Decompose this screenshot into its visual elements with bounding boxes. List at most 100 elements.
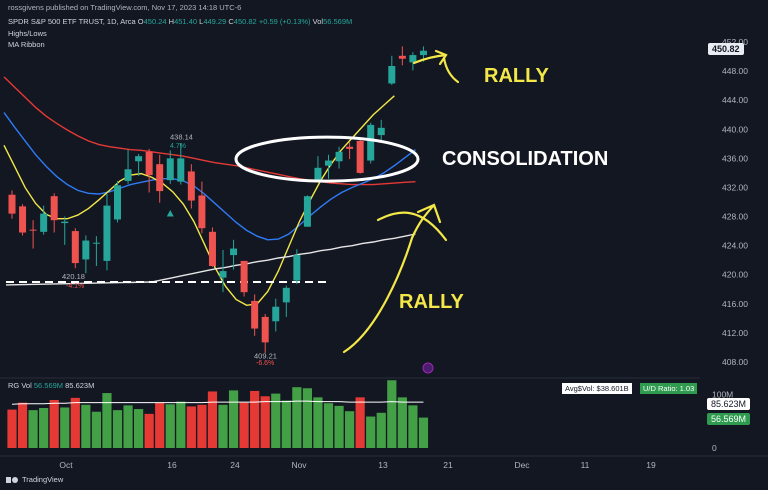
- ohlc-c: 450.82: [233, 17, 257, 26]
- volume-bar: [155, 402, 165, 448]
- ohlc-c-label: C: [228, 17, 234, 26]
- candle-body: [314, 167, 322, 180]
- candle-body: [303, 196, 311, 227]
- ohlc-change: +0.59 (+0.13%): [258, 17, 311, 26]
- volume-bar: [228, 390, 239, 448]
- ohlc-o-label: O: [137, 17, 144, 26]
- volume-bar: [197, 404, 207, 448]
- indicator-highs-lows[interactable]: Highs/Lows: [8, 29, 47, 38]
- volume-panel-avg: 85.623M: [65, 381, 95, 390]
- volume-axis-label: 0: [712, 443, 717, 453]
- x-tick-label: Nov: [291, 460, 307, 470]
- candle-body: [135, 156, 143, 162]
- y-tick-label: 424.00: [722, 241, 748, 251]
- candle-body: [419, 50, 427, 56]
- candle-body: [19, 206, 27, 233]
- rally-top-annotation: RALLY: [484, 65, 549, 87]
- candle-body: [335, 151, 343, 162]
- publisher-line: rossgivens published on TradingView.com,…: [8, 3, 242, 12]
- volume-bar: [376, 412, 386, 448]
- volume-bar: [218, 404, 228, 448]
- rally-bottom-annotation: RALLY: [399, 291, 464, 313]
- consolidation-circle: [234, 135, 420, 183]
- ma-line-red: [3, 76, 416, 186]
- volume-bar: [397, 397, 407, 448]
- y-tick-label: 452.00: [722, 37, 748, 47]
- candle-body: [187, 171, 195, 201]
- y-tick-label: 440.00: [722, 124, 748, 134]
- y-tick-label: 448.00: [722, 66, 748, 76]
- rally-top-arrow: [412, 49, 460, 84]
- volume-bar: [186, 406, 196, 448]
- candle-body: [124, 169, 132, 181]
- ohlc-h: 451.40: [174, 17, 198, 26]
- volume-bar: [313, 397, 323, 448]
- y-tick-label: 408.00: [722, 357, 748, 367]
- volume-bar: [302, 388, 312, 448]
- indicator-ma-ribbon[interactable]: MA Ribbon: [8, 40, 45, 49]
- y-tick-label: 420.00: [722, 270, 748, 280]
- volume-bar: [70, 397, 80, 448]
- low-value-label: 409.21: [254, 352, 277, 361]
- candle-body: [251, 300, 259, 329]
- x-tick-label: 11: [581, 460, 590, 470]
- volume-bar: [281, 400, 291, 448]
- ma-line-blue: [3, 112, 416, 241]
- candle-body: [40, 213, 48, 232]
- consolidation-annotation: CONSOLIDATION: [442, 148, 608, 170]
- volume-bar: [7, 409, 17, 448]
- event-flash-icon: [422, 362, 434, 374]
- candle-body: [198, 195, 206, 229]
- candle-body: [166, 158, 174, 181]
- y-tick-label: 428.00: [722, 212, 748, 222]
- candle-body: [156, 164, 164, 192]
- x-tick-label: Dec: [514, 460, 530, 470]
- x-tick-label: 24: [230, 460, 240, 470]
- x-tick-label: 19: [646, 460, 656, 470]
- volume-bar: [60, 407, 70, 448]
- candle-body: [8, 194, 16, 214]
- volume-bar: [355, 397, 365, 448]
- volume-bar: [334, 405, 344, 448]
- candle-body: [325, 160, 332, 166]
- y-tick-label: 416.00: [722, 299, 748, 309]
- candle-body: [71, 231, 79, 264]
- y-tick-label: 432.00: [722, 182, 748, 192]
- candle-body: [293, 255, 301, 281]
- candle-body: [82, 240, 90, 260]
- volume-bar: [91, 411, 101, 448]
- candle-body: [29, 229, 37, 231]
- candle-body: [61, 221, 69, 224]
- ohlc-o: 450.24: [143, 17, 167, 26]
- x-tick-label: Oct: [59, 460, 73, 470]
- symbol-name: SPDR S&P 500 ETF TRUST, 1D, Arca: [8, 17, 136, 26]
- candle-body: [356, 140, 364, 173]
- volume-bar: [250, 390, 260, 448]
- x-tick-label: 13: [378, 460, 388, 470]
- volume-panel-title: RG Vol 56.569M 85.623M: [8, 381, 94, 390]
- vol-value: 56.569M: [323, 17, 353, 26]
- high-value-label: 438.14: [170, 132, 193, 141]
- candle-body: [282, 287, 290, 303]
- volume-bar: [345, 411, 355, 448]
- volume-bar: [387, 380, 397, 448]
- ohlc-h-label: H: [168, 17, 175, 26]
- volume-axis-label: 100M: [712, 390, 733, 400]
- volume-panel-vol: 56.569M: [33, 381, 64, 390]
- high-pct-label: 4.7%: [170, 143, 186, 150]
- candle-body: [145, 151, 153, 176]
- volume-bar: [134, 409, 144, 448]
- candle-body: [367, 124, 375, 161]
- tradingview-logo-icon: [6, 476, 19, 484]
- last-price-tag: 450.82: [708, 43, 744, 55]
- y-tick-label: 412.00: [722, 328, 748, 338]
- volume-bar: [39, 408, 49, 448]
- candle-body: [409, 55, 417, 63]
- candle-body: [177, 158, 185, 182]
- volume-bar: [112, 410, 123, 448]
- mid-low-value-label: 420.18: [62, 272, 85, 281]
- volume-panel-label: RG Vol: [8, 381, 32, 390]
- volume-bar: [123, 405, 133, 448]
